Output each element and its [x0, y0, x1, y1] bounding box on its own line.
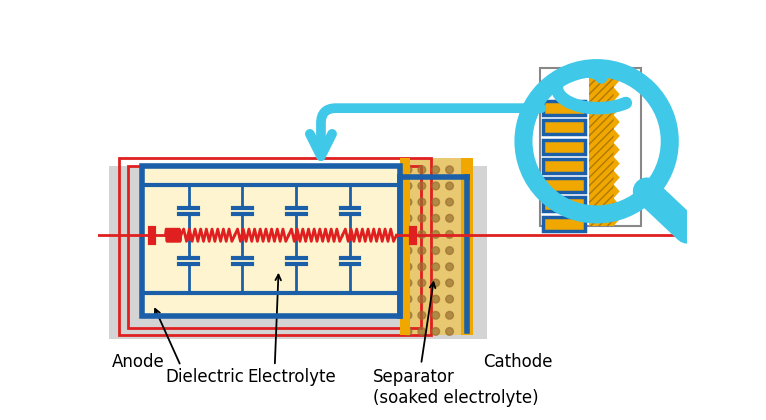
Circle shape: [404, 182, 412, 190]
Circle shape: [404, 166, 412, 173]
Circle shape: [432, 263, 440, 270]
Bar: [110, 166, 486, 339]
Bar: [543, 159, 585, 173]
Bar: [142, 166, 401, 316]
Text: Separator
(soaked electrolyte): Separator (soaked electrolyte): [373, 368, 539, 407]
Circle shape: [404, 328, 412, 335]
Circle shape: [432, 247, 440, 255]
Polygon shape: [614, 184, 620, 198]
Circle shape: [432, 295, 440, 303]
Bar: [142, 166, 401, 316]
Circle shape: [418, 295, 426, 303]
Text: Dielectric: Dielectric: [165, 368, 244, 386]
Polygon shape: [614, 101, 620, 115]
Bar: [543, 217, 585, 231]
Polygon shape: [614, 171, 620, 184]
Circle shape: [404, 214, 412, 222]
Circle shape: [446, 182, 453, 190]
Polygon shape: [614, 157, 620, 171]
Bar: [541, 68, 640, 226]
Circle shape: [418, 247, 426, 255]
Bar: [461, 158, 473, 335]
Polygon shape: [614, 143, 620, 157]
Circle shape: [432, 312, 440, 319]
Bar: [119, 158, 431, 335]
Polygon shape: [614, 129, 620, 143]
Circle shape: [446, 247, 453, 255]
Circle shape: [432, 214, 440, 222]
Text: Electrolyte: Electrolyte: [248, 368, 336, 386]
Circle shape: [432, 231, 440, 238]
Circle shape: [432, 182, 440, 190]
Circle shape: [446, 231, 453, 238]
Polygon shape: [614, 115, 620, 129]
Bar: [589, 68, 614, 226]
Bar: [402, 158, 471, 335]
Text: Anode: Anode: [112, 353, 164, 371]
Circle shape: [446, 166, 453, 173]
Circle shape: [418, 312, 426, 319]
Polygon shape: [614, 212, 620, 226]
Circle shape: [418, 198, 426, 206]
Bar: [543, 121, 585, 134]
Circle shape: [404, 279, 412, 287]
Polygon shape: [614, 198, 620, 212]
Circle shape: [418, 166, 426, 173]
Circle shape: [418, 328, 426, 335]
Circle shape: [418, 263, 426, 270]
Polygon shape: [614, 74, 620, 87]
Circle shape: [404, 295, 412, 303]
Bar: [543, 178, 585, 192]
Bar: [543, 101, 585, 115]
Bar: [543, 140, 585, 154]
Circle shape: [446, 279, 453, 287]
Circle shape: [432, 279, 440, 287]
Circle shape: [446, 214, 453, 222]
Circle shape: [446, 328, 453, 335]
Bar: [129, 166, 421, 328]
Bar: [543, 197, 585, 211]
Circle shape: [446, 295, 453, 303]
Circle shape: [432, 198, 440, 206]
Bar: [401, 158, 410, 335]
Polygon shape: [614, 87, 620, 101]
Circle shape: [432, 166, 440, 173]
Bar: [589, 68, 614, 226]
Circle shape: [418, 231, 426, 238]
Circle shape: [404, 247, 412, 255]
Circle shape: [446, 312, 453, 319]
Circle shape: [418, 279, 426, 287]
Circle shape: [404, 263, 412, 270]
Circle shape: [404, 312, 412, 319]
Text: Cathode: Cathode: [483, 353, 552, 371]
Circle shape: [528, 73, 665, 210]
Circle shape: [446, 198, 453, 206]
Circle shape: [418, 182, 426, 190]
Circle shape: [404, 231, 412, 238]
Circle shape: [404, 198, 412, 206]
Circle shape: [446, 263, 453, 270]
Circle shape: [418, 214, 426, 222]
Circle shape: [432, 328, 440, 335]
